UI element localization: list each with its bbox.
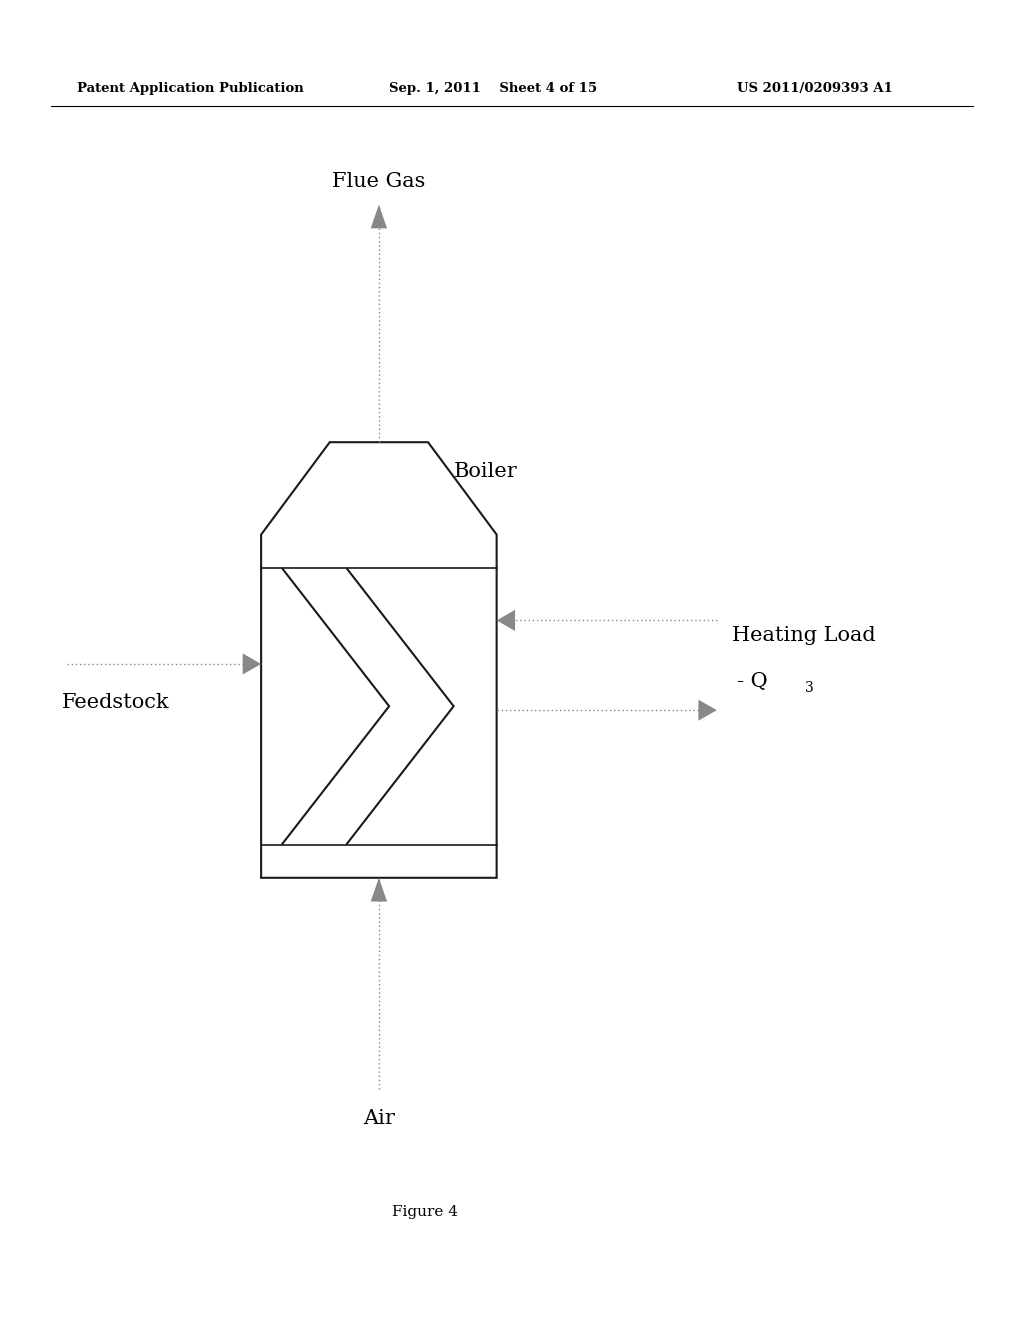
Polygon shape [497,610,515,631]
Text: Boiler: Boiler [454,462,517,480]
Text: Figure 4: Figure 4 [392,1205,458,1218]
Text: US 2011/0209393 A1: US 2011/0209393 A1 [737,82,893,95]
Polygon shape [261,442,497,878]
Text: Air: Air [362,1109,395,1127]
Text: Feedstock: Feedstock [61,693,169,711]
Polygon shape [371,878,387,902]
Text: - Q: - Q [737,672,768,690]
Text: Heating Load: Heating Load [732,627,876,645]
Text: 3: 3 [805,681,814,696]
Text: Sep. 1, 2011    Sheet 4 of 15: Sep. 1, 2011 Sheet 4 of 15 [389,82,597,95]
Polygon shape [243,653,261,675]
Text: Patent Application Publication: Patent Application Publication [77,82,303,95]
Polygon shape [698,700,717,721]
Polygon shape [371,205,387,228]
Text: Flue Gas: Flue Gas [332,173,426,191]
